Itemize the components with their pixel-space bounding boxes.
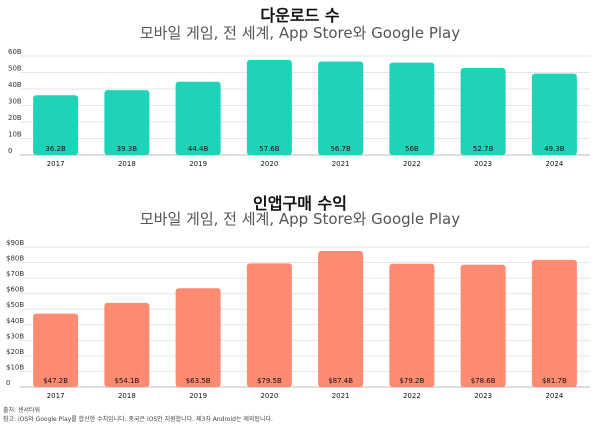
data-label: $54.1B (114, 377, 139, 385)
bar (175, 81, 221, 155)
y-tick-label: $80B (6, 255, 24, 263)
y-tick-label: 20B (8, 114, 22, 122)
x-tick-label: 2017 (47, 392, 65, 400)
data-label: $78.6B (471, 377, 496, 385)
chart-title: 다운로드 수 (260, 6, 340, 25)
data-label: 49.3B (544, 145, 565, 153)
data-label: 44.4B (188, 145, 209, 153)
x-tick-label: 2018 (118, 160, 136, 168)
y-tick-label: 0 (6, 379, 10, 387)
x-tick-label: 2019 (189, 392, 207, 400)
bar (175, 288, 221, 387)
x-tick-label: 2021 (332, 160, 350, 168)
bar (318, 251, 364, 387)
data-label: $79.2B (399, 377, 424, 385)
bar (531, 73, 577, 155)
x-tick-label: 2022 (403, 160, 421, 168)
bar (531, 259, 577, 387)
footer-source: 출처: 센서타워 (3, 407, 41, 414)
y-tick-label: 0 (8, 147, 12, 155)
y-tick-label: 30B (8, 98, 22, 106)
bar (246, 263, 292, 387)
chart-subtitle: 모바일 게임, 전 세계, App Store와 Google Play (139, 24, 461, 42)
x-tick-label: 2020 (260, 392, 278, 400)
y-tick-label: $10B (6, 363, 24, 371)
y-tick-label: $50B (6, 301, 24, 309)
x-tick-label: 2022 (403, 392, 421, 400)
y-tick-label: $70B (6, 270, 24, 278)
bar (389, 62, 435, 155)
downloads-chart-svg: 0 10B 20B 30B 40B 50B 60B 36.2B 2017 39.3B 2018 44.… (8, 48, 590, 168)
data-label: $81.7B (542, 377, 567, 385)
x-tick-label: 2019 (189, 160, 207, 168)
y-tick-label: $20B (6, 348, 24, 356)
data-label: 39.3B (117, 145, 138, 153)
data-label: $87.4B (328, 377, 353, 385)
x-tick-label: 2023 (474, 392, 492, 400)
bar (460, 68, 506, 155)
bar (33, 95, 79, 155)
bar (318, 61, 364, 155)
bar (104, 302, 150, 387)
y-tick-label: 60B (8, 48, 22, 56)
y-tick-label: 40B (8, 81, 22, 89)
iap-chart-svg: 0 $10B $20B $30B $40B $50B $60B $70B $80B $90B $47… (6, 239, 590, 400)
data-label: 57.6B (259, 145, 280, 153)
bar (104, 90, 150, 155)
bar (389, 263, 435, 387)
data-label: $79.5B (257, 377, 282, 385)
x-tick-label: 2020 (260, 160, 278, 168)
chart-subtitle: 모바일 게임, 전 세계, App Store와 Google Play (139, 210, 461, 228)
bar (33, 313, 79, 387)
x-tick-label: 2024 (545, 392, 563, 400)
data-label: $63.5B (186, 377, 211, 385)
bar (460, 264, 506, 387)
x-tick-label: 2018 (118, 392, 136, 400)
bar (246, 59, 292, 155)
x-tick-label: 2017 (47, 160, 65, 168)
iap-revenue-chart: 인앱구매 수익 모바일 게임, 전 세계, App Store와 Google … (0, 190, 600, 400)
y-tick-label: $30B (6, 332, 24, 340)
data-label: $47.2B (43, 377, 68, 385)
footer-note: 참고: iOS와 Google Play를 합산한 수치입니다. 중국은 iOS… (3, 416, 273, 423)
data-label: 56.7B (330, 145, 351, 153)
chart-title: 인앱구매 수익 (253, 194, 347, 213)
y-tick-label: 50B (8, 65, 22, 73)
x-tick-label: 2023 (474, 160, 492, 168)
y-tick-label: $90B (6, 239, 24, 247)
data-label: 52.7B (473, 145, 494, 153)
data-label: 56B (405, 145, 419, 153)
x-tick-label: 2024 (545, 160, 563, 168)
y-tick-label: 10B (8, 131, 22, 139)
data-label: 36.2B (45, 145, 66, 153)
y-tick-label: $60B (6, 286, 24, 294)
x-tick-label: 2021 (332, 392, 350, 400)
downloads-chart: 다운로드 수 모바일 게임, 전 세계, App Store와 Google P… (0, 0, 600, 190)
y-tick-label: $40B (6, 317, 24, 325)
